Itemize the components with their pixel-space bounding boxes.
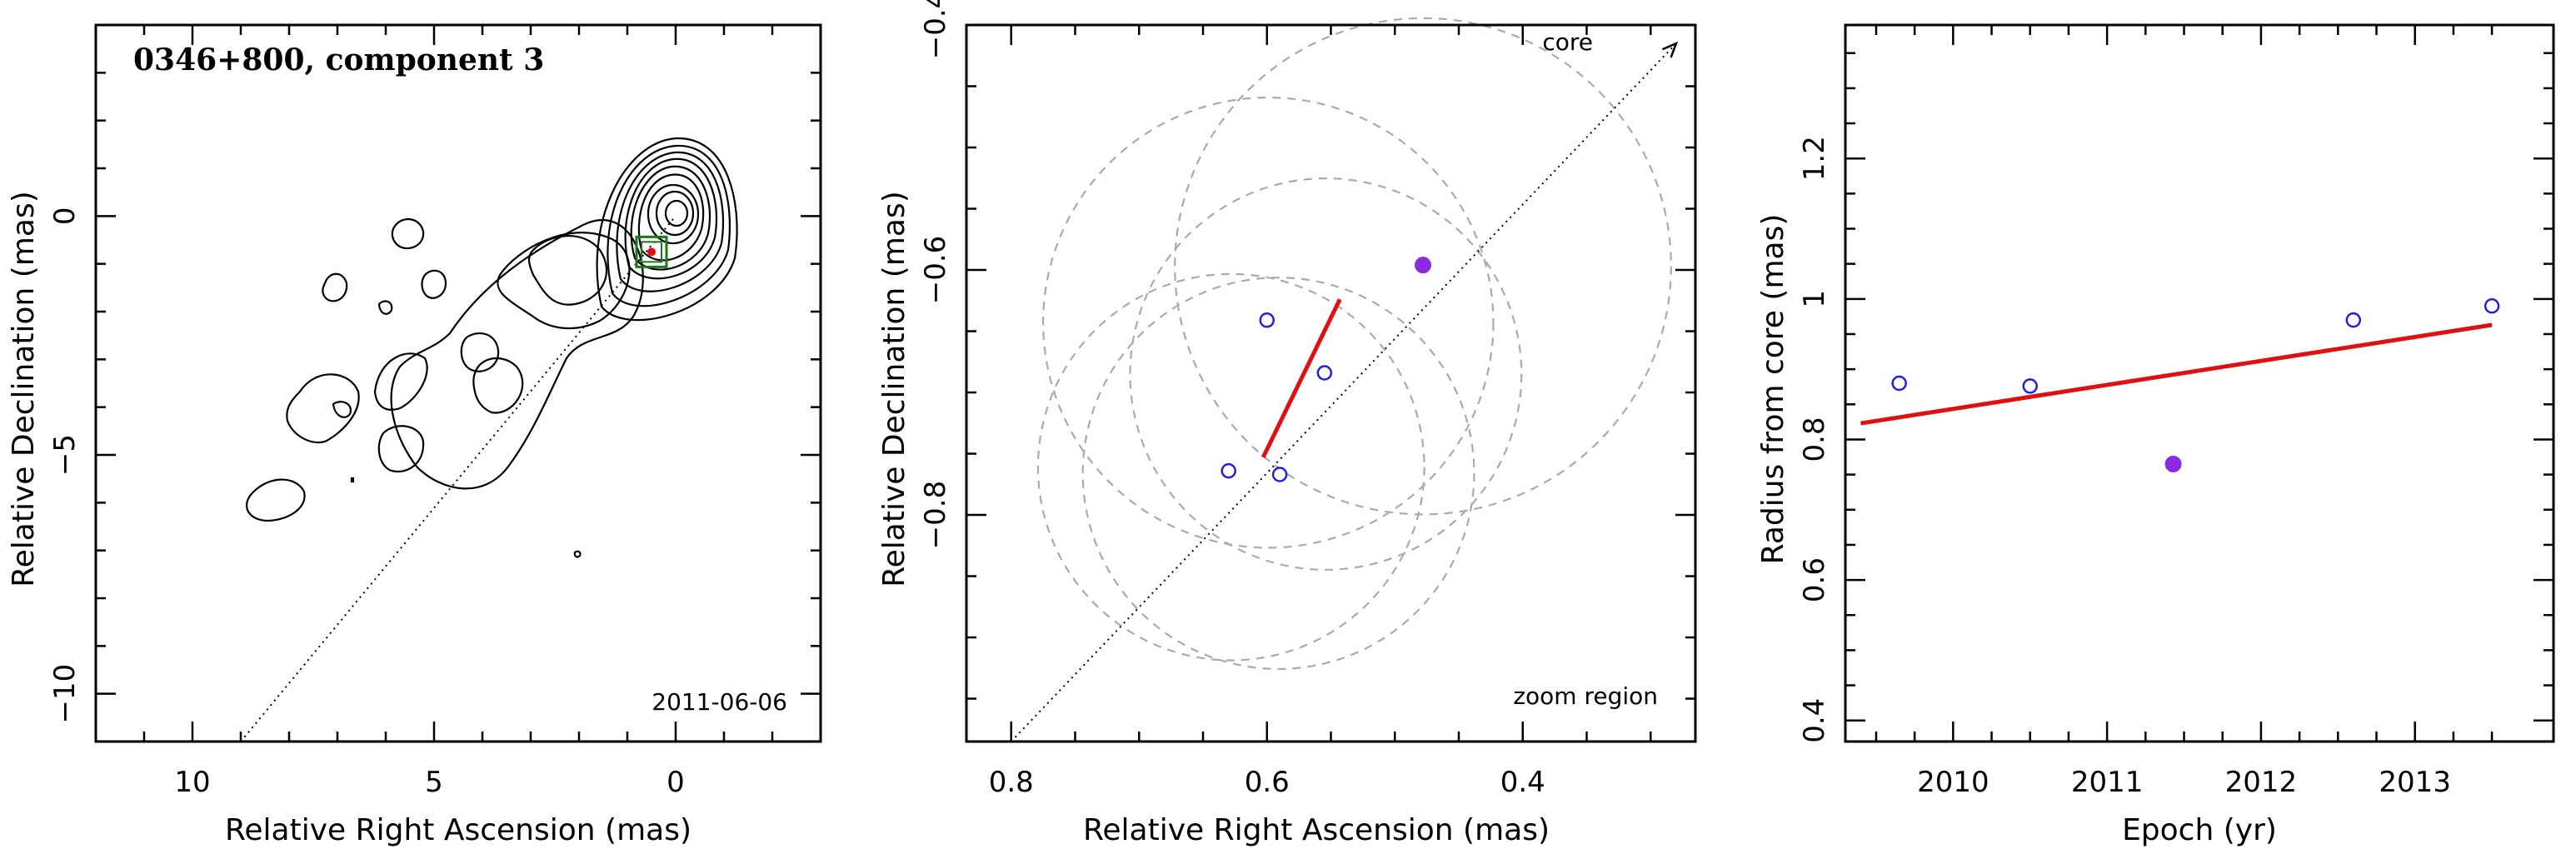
contour-core-5 bbox=[630, 165, 711, 271]
zoom-xtick-label: 0.8 bbox=[989, 766, 1034, 799]
zoom-xtick-label: 0.6 bbox=[1245, 766, 1290, 799]
open-data-point bbox=[2345, 312, 2362, 328]
radius-frame bbox=[1844, 23, 2555, 743]
core-arrow-icon bbox=[1661, 41, 1679, 58]
contour-core-8 bbox=[607, 144, 731, 307]
zoom-ylabel: Relative Declination (mas) bbox=[877, 191, 911, 587]
zoom-core-direction-line bbox=[1011, 42, 1677, 742]
component-marker bbox=[635, 235, 668, 268]
map-frame bbox=[94, 23, 822, 743]
filled-data-point bbox=[1415, 257, 1432, 274]
radius-xtick-label: 2011 bbox=[2071, 766, 2144, 799]
zoom-annotation: zoom region bbox=[1513, 682, 1658, 710]
open-data-point bbox=[1271, 467, 1288, 482]
contour-core-9 bbox=[596, 137, 738, 322]
contour-jet-14 bbox=[377, 300, 393, 315]
contour-jet-5 bbox=[373, 352, 428, 411]
zoom-axes: 0.8 0.6 0.4 −0.4 −0.6 −0.8 bbox=[919, 0, 1697, 799]
map-plot-area bbox=[240, 137, 738, 742]
contour-jet-15 bbox=[573, 550, 582, 558]
zoom-ytick-label: −0.4 bbox=[919, 0, 952, 59]
radius-axes: 2010 2011 2012 2013 0.4 0.6 0.8 1 1.2 bbox=[1798, 23, 2555, 799]
map-ytick-label: 0 bbox=[48, 207, 82, 226]
radius-points bbox=[1891, 298, 2500, 472]
radius-fit-line bbox=[1860, 322, 2493, 426]
contour-jet-3 bbox=[472, 357, 524, 414]
contour-jet-8 bbox=[377, 425, 425, 473]
contour-core-6 bbox=[624, 157, 718, 280]
zoom-xtick-label: 0.4 bbox=[1500, 766, 1545, 799]
open-data-point bbox=[2484, 298, 2500, 314]
zoom-circles bbox=[1036, 17, 1672, 671]
component-point bbox=[647, 247, 656, 257]
component-box bbox=[635, 235, 668, 268]
contour-jet-4 bbox=[390, 218, 644, 490]
map-xtick-label: 0 bbox=[666, 766, 685, 799]
zoom-ytick-label: −0.8 bbox=[919, 481, 952, 550]
filled-data-point bbox=[2164, 455, 2182, 472]
map-date: 2011-06-06 bbox=[651, 688, 787, 716]
uncertainty-circle bbox=[1042, 96, 1495, 549]
map-ytick-label: −10 bbox=[48, 664, 82, 724]
radius-panel: 2010 2011 2012 2013 0.4 0.6 0.8 1 1.2 Epoch (yr)… bbox=[1756, 23, 2555, 847]
radius-ylabel: Radius from core (mas) bbox=[1756, 214, 1790, 565]
contour-core-2 bbox=[655, 190, 695, 237]
arrow-head-icon bbox=[1661, 41, 1679, 58]
open-data-point bbox=[1221, 462, 1236, 479]
zoom-points bbox=[1221, 257, 1432, 482]
contour-jet-16 bbox=[350, 477, 355, 483]
contour-jet-2 bbox=[497, 232, 631, 330]
contour-jet-13 bbox=[246, 478, 306, 522]
open-data-point bbox=[1316, 365, 1333, 381]
contour-core-3 bbox=[646, 183, 700, 245]
open-data-point bbox=[2022, 378, 2038, 394]
open-data-point bbox=[1891, 375, 1907, 392]
open-data-point bbox=[1259, 312, 1275, 328]
contour-jet-11 bbox=[322, 272, 348, 302]
contour-jet-12 bbox=[421, 269, 447, 299]
contour-core-7 bbox=[616, 151, 725, 292]
radius-ytick-label: 1 bbox=[1798, 290, 1831, 308]
map-axes: 10 5 0 0 −5 −10 bbox=[48, 23, 822, 799]
map-contours bbox=[246, 137, 738, 558]
radius-xtick-label: 2010 bbox=[1917, 766, 1989, 799]
uncertainty-circle bbox=[1081, 277, 1475, 671]
contour-core-4 bbox=[637, 173, 705, 262]
radius-xtick-label: 2013 bbox=[2379, 766, 2451, 799]
radius-ytick-label: 0.4 bbox=[1798, 698, 1831, 743]
component-box-inner bbox=[641, 241, 662, 263]
map-title: 0346+800, component 3 bbox=[133, 42, 544, 77]
contour-jet-1 bbox=[528, 234, 608, 306]
radius-xlabel: Epoch (yr) bbox=[2122, 813, 2277, 847]
contour-jet-6 bbox=[286, 373, 360, 444]
contour-jet-9 bbox=[460, 332, 500, 372]
uncertainty-circle bbox=[1036, 272, 1425, 662]
uncertainty-circle bbox=[1174, 17, 1672, 516]
map-xtick-label: 10 bbox=[174, 766, 210, 799]
zoom-frame bbox=[965, 23, 1697, 743]
zoom-xlabel: Relative Right Ascension (mas) bbox=[1083, 813, 1550, 847]
contour-jet-10 bbox=[391, 217, 425, 250]
radius-xtick-label: 2012 bbox=[2225, 766, 2298, 799]
radius-ytick-label: 1.2 bbox=[1798, 136, 1831, 181]
core-direction-line bbox=[240, 215, 676, 742]
core-label: core bbox=[1542, 28, 1593, 56]
radius-ytick-label: 0.8 bbox=[1798, 417, 1831, 462]
zoom-ytick-label: −0.6 bbox=[919, 236, 952, 305]
radius-ytick-label: 0.6 bbox=[1798, 557, 1831, 602]
contour-jet-7 bbox=[332, 401, 352, 418]
map-ylabel: Relative Declination (mas) bbox=[7, 191, 41, 587]
map-xlabel: Relative Right Ascension (mas) bbox=[225, 813, 691, 847]
map-xtick-label: 5 bbox=[425, 766, 443, 799]
map-panel: 10 5 0 0 −5 −10 0346+800, component 3 2011-06… bbox=[7, 23, 822, 847]
contour-core-1 bbox=[664, 199, 689, 227]
zoom-panel: 0.8 0.6 0.4 −0.4 −0.6 −0.8 core zoom region R… bbox=[877, 0, 1697, 847]
map-ytick-label: −5 bbox=[48, 434, 82, 476]
uncertainty-circle bbox=[1129, 177, 1523, 571]
zoom-fit-segment bbox=[1261, 298, 1342, 459]
